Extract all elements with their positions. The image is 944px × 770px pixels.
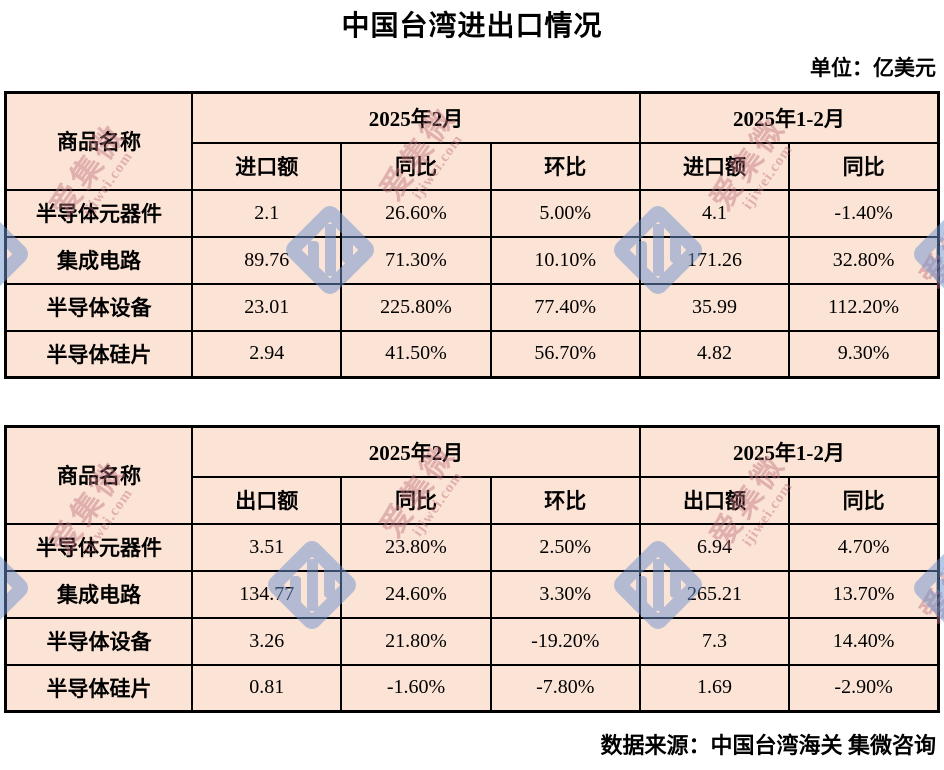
table-row: 半导体硅片 0.81 -1.60% -7.80% 1.69 -2.90% [4,663,940,713]
table-row: 集成电路 134.77 24.60% 3.30% 265.21 13.70% [4,569,940,619]
column-subheader: 同比 [340,475,492,525]
value-cell: 23.80% [340,522,492,572]
table-row: 半导体硅片 2.94 41.50% 56.70% 4.82 9.30% [4,329,940,379]
value-cell: 134.77 [191,569,343,619]
value-cell: -2.90% [788,663,940,713]
column-subheader: 同比 [788,475,940,525]
product-name-cell: 半导体设备 [4,616,194,666]
column-subheader: 环比 [489,475,641,525]
table-row: 半导体设备 3.26 21.80% -19.20% 7.3 14.40% [4,616,940,666]
column-subheader: 出口额 [638,475,791,525]
table-subheader-row: 进口额 同比 环比 进口额 同比 [6,141,940,191]
table-header-row: 商品名称 2025年2月 2025年1-2月 [4,91,940,191]
value-cell: -7.80% [489,663,641,713]
export-table-body: 半导体元器件 3.51 23.80% 2.50% 6.94 4.70% 集成电路 134.77… [4,522,940,713]
value-cell: 13.70% [788,569,940,619]
value-cell: 71.30% [340,235,492,285]
value-cell: 2.94 [191,329,343,379]
value-cell: 14.40% [788,616,940,666]
table-subheader-row: 出口额 同比 环比 出口额 同比 [6,475,940,525]
value-cell: 23.01 [191,282,343,332]
value-cell: -19.20% [489,616,641,666]
value-cell: 32.80% [788,235,940,285]
table-header-row: 商品名称 2025年2月 2025年1-2月 [4,425,940,525]
value-cell: 89.76 [191,235,343,285]
period-feb-header: 2025年2月 [191,91,641,144]
value-cell: 1.69 [638,663,791,713]
unit-label: 单位：亿美元 [810,56,936,80]
column-subheader: 出口额 [191,475,343,525]
value-cell: 24.60% [340,569,492,619]
value-cell: 9.30% [788,329,940,379]
value-cell: 4.70% [788,522,940,572]
value-cell: 225.80% [340,282,492,332]
value-cell: 4.1 [638,188,791,238]
value-cell: 56.70% [489,329,641,379]
value-cell: 4.82 [638,329,791,379]
product-name-cell: 半导体硅片 [4,329,194,379]
table-row: 半导体元器件 2.1 26.60% 5.00% 4.1 -1.40% [4,188,940,238]
table-row: 集成电路 89.76 71.30% 10.10% 171.26 32.80% [4,235,940,285]
period-jan-feb-header: 2025年1-2月 [638,425,940,478]
value-cell: 3.51 [191,522,343,572]
value-cell: 3.26 [191,616,343,666]
value-cell: 10.10% [489,235,641,285]
import-table-body: 半导体元器件 2.1 26.60% 5.00% 4.1 -1.40% 集成电路 89.76 71… [4,188,940,379]
column-subheader: 同比 [788,141,940,191]
value-cell: -1.40% [788,188,940,238]
page-title: 中国台湾进出口情况 [341,11,603,42]
import-table: 商品名称 2025年2月 2025年1-2月 进口额 同比 环比 进口额 同比 … [4,91,940,379]
value-cell: 2.50% [489,522,641,572]
product-name-cell: 半导体硅片 [4,663,194,713]
value-cell: 7.3 [638,616,791,666]
value-cell: 0.81 [191,663,343,713]
value-cell: 112.20% [788,282,940,332]
data-source-label: 数据来源：中国台湾海关 集微咨询 [600,733,936,758]
value-cell: 26.60% [340,188,492,238]
product-name-cell: 半导体元器件 [4,188,194,238]
value-cell: 5.00% [489,188,641,238]
value-cell: -1.60% [340,663,492,713]
export-table: 商品名称 2025年2月 2025年1-2月 出口额 同比 环比 出口额 同比 … [4,425,940,713]
table-row: 半导体元器件 3.51 23.80% 2.50% 6.94 4.70% [4,522,940,572]
period-jan-feb-header: 2025年1-2月 [638,91,940,144]
product-name-header: 商品名称 [4,425,194,525]
column-subheader: 同比 [340,141,492,191]
column-subheader: 进口额 [191,141,343,191]
table-gap [0,379,944,425]
value-cell: 171.26 [638,235,791,285]
product-name-cell: 半导体设备 [4,282,194,332]
product-name-header: 商品名称 [4,91,194,191]
value-cell: 41.50% [340,329,492,379]
product-name-cell: 半导体元器件 [4,522,194,572]
value-cell: 21.80% [340,616,492,666]
column-subheader: 环比 [489,141,641,191]
table-row: 半导体设备 23.01 225.80% 77.40% 35.99 112.20% [4,282,940,332]
period-feb-header: 2025年2月 [191,425,641,478]
product-name-cell: 集成电路 [4,569,194,619]
product-name-cell: 集成电路 [4,235,194,285]
value-cell: 77.40% [489,282,641,332]
value-cell: 6.94 [638,522,791,572]
value-cell: 3.30% [489,569,641,619]
value-cell: 2.1 [191,188,343,238]
value-cell: 35.99 [638,282,791,332]
column-subheader: 进口额 [638,141,791,191]
value-cell: 265.21 [638,569,791,619]
